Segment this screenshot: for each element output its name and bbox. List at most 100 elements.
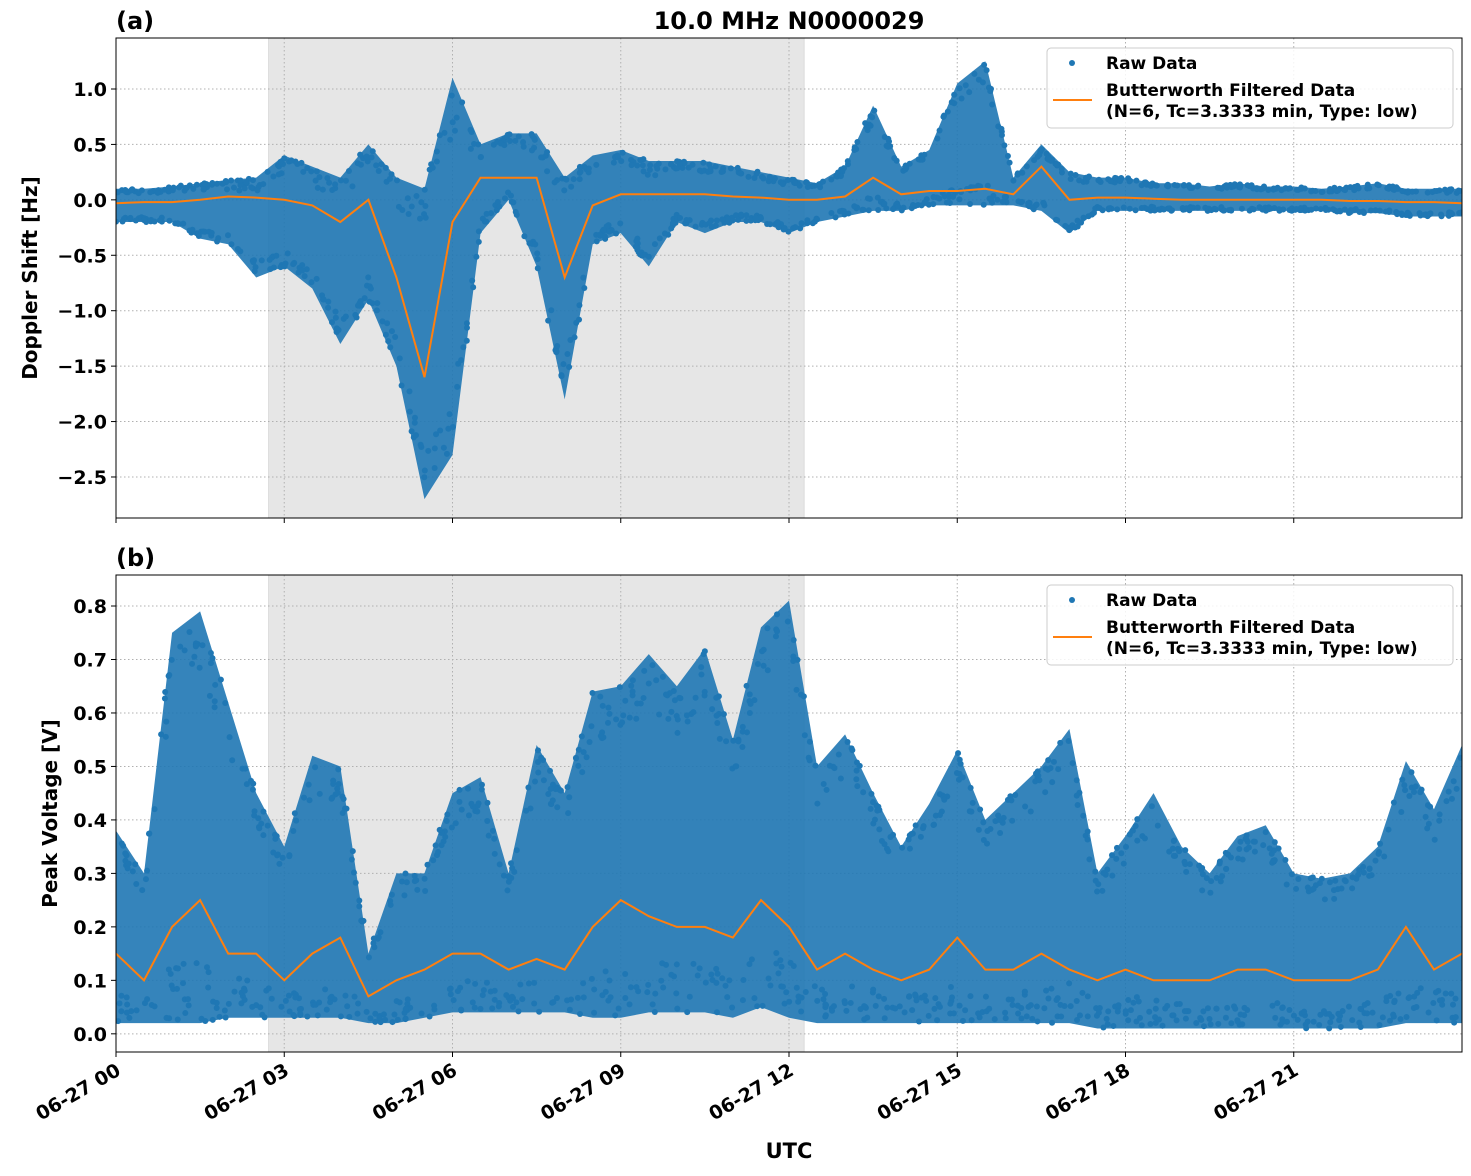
raw-data-point [384, 320, 390, 326]
raw-data-point [349, 856, 355, 862]
raw-data-point [575, 995, 581, 1001]
raw-data-point [1447, 187, 1453, 193]
raw-data-point [563, 177, 569, 183]
raw-data-point [719, 216, 725, 222]
raw-data-point [1398, 1016, 1404, 1022]
y-tick-label: 0.5 [73, 134, 107, 156]
raw-data-point [686, 165, 692, 171]
raw-data-point [1383, 209, 1389, 215]
raw-data-point [458, 1007, 464, 1013]
raw-data-point [126, 861, 132, 867]
raw-data-point [476, 228, 482, 234]
raw-data-point [320, 187, 326, 193]
raw-data-point [278, 1004, 284, 1010]
raw-data-point [314, 276, 320, 282]
raw-data-point [272, 832, 278, 838]
raw-data-point [957, 771, 963, 777]
raw-data-point [794, 687, 800, 693]
raw-data-point [355, 1011, 361, 1017]
raw-data-point [276, 861, 282, 867]
raw-data-point [1164, 183, 1170, 189]
raw-data-point [313, 178, 319, 184]
raw-data-point [506, 873, 512, 879]
raw-data-point [1251, 206, 1257, 212]
raw-data-point [913, 822, 919, 828]
raw-data-point [478, 1006, 484, 1012]
raw-data-point [1091, 210, 1097, 216]
raw-data-point [158, 731, 164, 737]
raw-data-point [119, 840, 125, 846]
raw-data-point [1166, 849, 1172, 855]
raw-data-point [670, 220, 676, 226]
raw-data-point [576, 302, 582, 308]
raw-data-point [1360, 864, 1366, 870]
raw-data-point [984, 828, 990, 834]
raw-data-point [117, 1000, 123, 1006]
raw-data-point [545, 791, 551, 797]
raw-data-point [1266, 206, 1272, 212]
raw-data-point [714, 720, 720, 726]
raw-data-point [934, 135, 940, 141]
raw-data-point [858, 1006, 864, 1012]
raw-data-point [335, 766, 341, 772]
raw-data-point [330, 778, 336, 784]
raw-data-point [786, 999, 792, 1005]
raw-data-point [1335, 188, 1341, 194]
raw-data-point [854, 139, 860, 145]
raw-data-point [603, 968, 609, 974]
raw-data-point [1235, 855, 1241, 861]
raw-data-point [1099, 888, 1105, 894]
raw-data-point [1419, 787, 1425, 793]
raw-data-point [913, 997, 919, 1003]
raw-data-point [1276, 206, 1282, 212]
raw-data-point [1398, 809, 1404, 815]
raw-data-point [1238, 1012, 1244, 1018]
raw-data-point [748, 701, 754, 707]
raw-data-point [266, 985, 272, 991]
raw-data-point [186, 629, 192, 635]
raw-data-point [360, 918, 366, 924]
raw-data-point [292, 994, 298, 1000]
raw-data-point [472, 1005, 478, 1011]
raw-data-point [606, 229, 612, 235]
legend-filtered-label: Butterworth Filtered Data [1106, 81, 1355, 101]
raw-data-point [1133, 823, 1139, 829]
raw-data-point [366, 954, 372, 960]
raw-data-point [593, 162, 599, 168]
raw-data-point [1074, 998, 1080, 1004]
raw-data-point [616, 1005, 622, 1011]
panel-label: (b) [116, 544, 155, 572]
raw-data-point [941, 797, 947, 803]
raw-data-point [949, 99, 955, 105]
raw-data-point [492, 997, 498, 1003]
raw-data-point [244, 977, 250, 983]
raw-data-point [760, 1003, 766, 1009]
raw-data-point [1323, 207, 1329, 213]
raw-data-point [432, 445, 438, 451]
raw-data-point [737, 170, 743, 176]
raw-data-point [1170, 1012, 1176, 1018]
raw-data-point [229, 757, 235, 763]
raw-data-point [346, 1014, 352, 1020]
raw-data-point [1085, 993, 1091, 999]
raw-data-point [122, 188, 128, 194]
raw-data-point [1302, 186, 1308, 192]
raw-data-point [1029, 1016, 1035, 1022]
raw-data-point [139, 187, 145, 193]
raw-data-point [382, 1017, 388, 1023]
raw-data-point [702, 692, 708, 698]
raw-data-point [775, 219, 781, 225]
raw-data-point [1448, 991, 1454, 997]
raw-data-point [332, 181, 338, 187]
raw-data-point [269, 996, 275, 1002]
raw-data-point [723, 983, 729, 989]
raw-data-point [951, 1010, 957, 1016]
raw-data-point [1413, 783, 1419, 789]
raw-data-point [773, 950, 779, 956]
raw-data-point [1183, 869, 1189, 875]
raw-data-point [565, 810, 571, 816]
raw-data-point [344, 1003, 350, 1009]
raw-data-point [1265, 187, 1271, 193]
raw-data-point [881, 201, 887, 207]
